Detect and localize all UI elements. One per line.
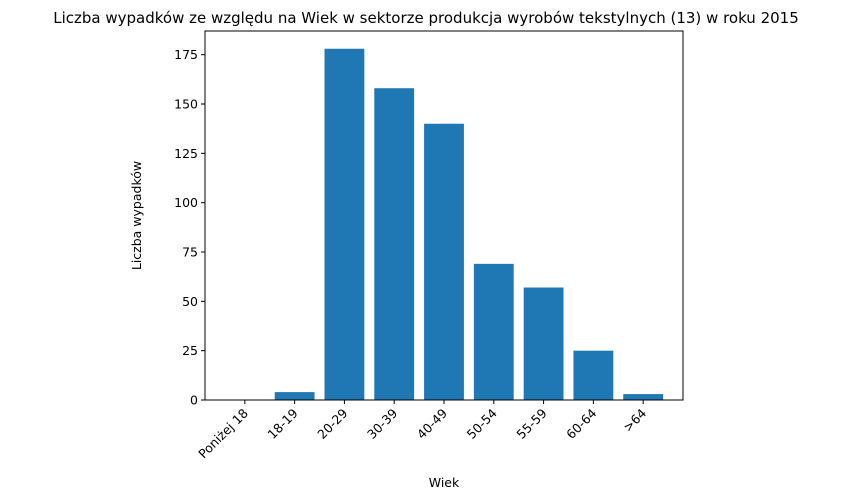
chart-title: Liczba wypadków ze względu na Wiek w sek… xyxy=(53,9,799,27)
bar-5 xyxy=(473,263,514,400)
bar-3 xyxy=(374,88,415,400)
y-axis-label: Liczba wypadków xyxy=(129,161,144,270)
y-tick-label: 100 xyxy=(174,195,198,210)
bar-4 xyxy=(424,123,464,400)
y-tick-label: 125 xyxy=(174,146,198,161)
bar-6 xyxy=(523,287,564,400)
bar-2 xyxy=(324,48,365,400)
y-tick-label: 25 xyxy=(182,343,198,358)
plot-frame xyxy=(204,30,684,401)
bar-8 xyxy=(623,394,664,400)
x-axis-label: Wiek xyxy=(429,475,460,490)
y-tick-label: 75 xyxy=(182,245,198,260)
y-axis: 0 25 50 75 100 125 150 175 xyxy=(174,47,205,408)
y-tick-label: 150 xyxy=(174,97,198,112)
bar-1 xyxy=(274,392,315,400)
y-tick-label: 175 xyxy=(174,47,198,62)
bars-group xyxy=(274,48,664,400)
y-tick-label: 50 xyxy=(182,294,198,309)
bar-7 xyxy=(573,350,614,400)
y-tick-label: 0 xyxy=(190,393,198,408)
